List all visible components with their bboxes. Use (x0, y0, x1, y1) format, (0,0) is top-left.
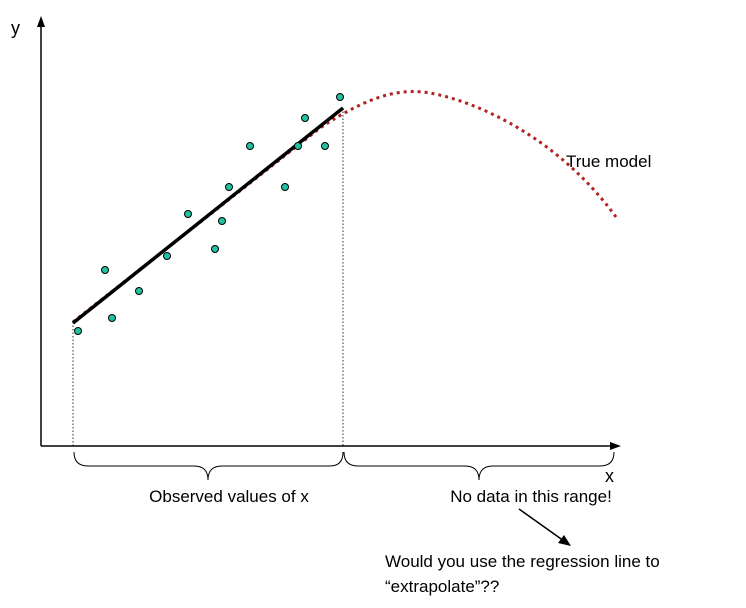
observed-range-label: Observed values of x (149, 487, 309, 506)
question-line-2: “extrapolate”?? (385, 577, 499, 596)
y-axis-label: y (11, 18, 20, 38)
data-point (211, 245, 219, 253)
true-model-label: True model (566, 152, 651, 171)
data-point (246, 142, 254, 150)
data-point (336, 93, 344, 101)
data-point (321, 142, 329, 150)
x-axis-label: x (605, 466, 614, 486)
question-line-1: Would you use the regression line to (385, 552, 660, 571)
data-point (281, 183, 289, 191)
data-point (74, 327, 82, 335)
no-data-range-label: No data in this range! (450, 487, 612, 506)
data-point (163, 252, 171, 260)
regression-line (71, 106, 345, 325)
data-points (74, 93, 344, 335)
pointer-arrow-icon (558, 535, 571, 546)
pointer-arrow-line (518, 508, 565, 542)
observed-range-brace (73, 451, 344, 481)
data-point (184, 210, 192, 218)
no-data-range-brace (343, 451, 615, 481)
true-model-curve (72, 90, 618, 324)
data-point (218, 217, 226, 225)
data-point (294, 142, 302, 150)
data-point (225, 183, 233, 191)
y-axis-arrowhead-icon (37, 16, 45, 27)
data-point (108, 314, 116, 322)
data-point (101, 266, 109, 274)
data-point (135, 287, 143, 295)
x-axis-arrowhead-icon (610, 442, 621, 450)
data-point (301, 114, 309, 122)
